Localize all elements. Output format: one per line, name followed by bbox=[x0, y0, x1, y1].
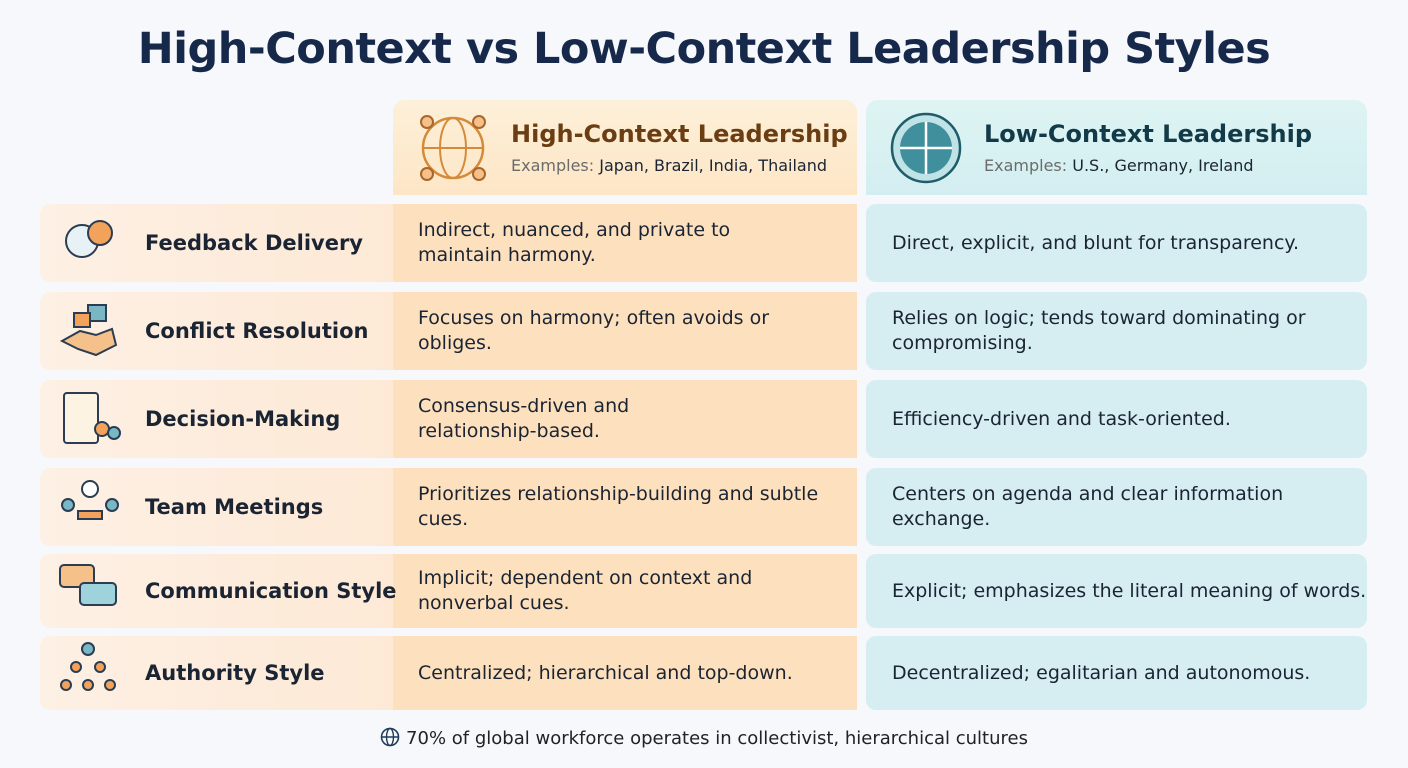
row-icon bbox=[56, 299, 122, 367]
low-text: Centers on agenda and clear information e… bbox=[892, 468, 1283, 546]
text-line: Centralized; hierarchical and top-down. bbox=[418, 661, 793, 684]
row-icon bbox=[56, 559, 122, 627]
icon bbox=[63, 392, 121, 444]
high-cell-bg bbox=[393, 204, 857, 282]
examples-label: Examples: bbox=[984, 156, 1068, 175]
footer-text: 70% of global workforce operates in coll… bbox=[406, 728, 1028, 749]
high-cell-bg bbox=[393, 380, 857, 458]
high-cell-bg bbox=[393, 292, 857, 370]
text-line: Indirect, nuanced, and private to bbox=[418, 219, 731, 241]
text-line: Explicit; emphasizes the literal meaning… bbox=[892, 579, 1367, 602]
table-row: Communication Style Implicit; dependent o… bbox=[40, 554, 1367, 628]
text-line: nonverbal cues. bbox=[418, 592, 570, 614]
column-title: Low-Context Leadership bbox=[984, 120, 1312, 148]
row-icon bbox=[56, 475, 122, 543]
icon bbox=[61, 480, 119, 520]
text-line: obliges. bbox=[418, 332, 492, 354]
table-row: Team Meetings Prioritizes relationship-bu… bbox=[40, 468, 1367, 546]
icon bbox=[65, 220, 113, 258]
high-text: Focuses on harmony; often avoids or oblig… bbox=[418, 292, 769, 370]
table-row: Conflict Resolution Focuses on harmony; o… bbox=[40, 292, 1367, 370]
row-label: Decision-Making bbox=[145, 406, 341, 431]
title: High-Context vs Low-Context Leadership S… bbox=[137, 24, 1271, 74]
text-line: compromising. bbox=[892, 332, 1033, 354]
text-line: Prioritizes relationship-building and su… bbox=[418, 483, 819, 505]
low-cell-bg bbox=[866, 292, 1367, 370]
text-line: Direct, explicit, and blunt for transpar… bbox=[892, 231, 1299, 254]
low-text: Direct, explicit, and blunt for transpar… bbox=[892, 204, 1299, 282]
globe-icon bbox=[890, 112, 962, 184]
text-line: Focuses on harmony; often avoids or bbox=[418, 307, 770, 329]
text-line: relationship-based. bbox=[418, 420, 600, 442]
high-text: Consensus-driven and relationship-based. bbox=[418, 380, 629, 458]
high-cell-bg bbox=[393, 468, 857, 546]
footer: 70% of global workforce operates in coll… bbox=[0, 727, 1408, 749]
row-label: Feedback Delivery bbox=[145, 230, 363, 255]
row-icon bbox=[56, 387, 122, 455]
high-text: Centralized; hierarchical and top-down. bbox=[418, 636, 793, 710]
globe-icon bbox=[420, 115, 486, 181]
label-cell-bg bbox=[40, 636, 393, 710]
low-text: Relies on logic; tends toward dominating… bbox=[892, 292, 1306, 370]
icon bbox=[59, 564, 117, 606]
column-title: High-Context Leadership bbox=[511, 120, 848, 148]
examples: U.S., Germany, Ireland bbox=[1072, 156, 1254, 175]
high-text: Prioritizes relationship-building and su… bbox=[418, 468, 818, 546]
globe-small-icon bbox=[380, 727, 400, 747]
low-text: Decentralized; egalitarian and autonomou… bbox=[892, 636, 1310, 710]
high-text: Indirect, nuanced, and private to maintai… bbox=[418, 204, 730, 282]
row-label: Team Meetings bbox=[145, 494, 324, 519]
row-icon bbox=[56, 641, 122, 709]
text-line: cues. bbox=[418, 508, 469, 530]
label-cell-bg bbox=[40, 468, 393, 546]
text-line: Relies on logic; tends toward dominating… bbox=[892, 307, 1306, 329]
low-cell-bg bbox=[866, 380, 1367, 458]
icon bbox=[59, 304, 118, 357]
text-line: Efficiency-driven and task-oriented. bbox=[892, 407, 1231, 430]
column-examples: Examples: U.S., Germany, Ireland bbox=[984, 156, 1254, 175]
text-line: maintain harmony. bbox=[418, 244, 596, 266]
low-cell-bg bbox=[866, 468, 1367, 546]
high-cell-bg bbox=[393, 554, 857, 628]
high-header: High-Context Leadership Examples: Japan,… bbox=[393, 100, 857, 195]
table-row: Feedback Delivery Indirect, nuanced, and … bbox=[40, 204, 1367, 282]
text-line: Centers on agenda and clear information bbox=[892, 483, 1284, 505]
row-label: Communication Style bbox=[145, 578, 397, 603]
high-cell-bg bbox=[393, 636, 857, 710]
low-text: Explicit; emphasizes the literal meaning… bbox=[892, 554, 1366, 628]
row-label: Authority Style bbox=[145, 660, 325, 685]
high-text: Implicit; dependent on context and nonver… bbox=[418, 554, 752, 628]
row-icon bbox=[56, 211, 122, 279]
row-label: Conflict Resolution bbox=[145, 318, 369, 343]
table-row: Decision-Making Consensus-driven and relat… bbox=[40, 380, 1367, 458]
low-cell-bg bbox=[866, 554, 1367, 628]
low-header: Low-Context Leadership Examples: U.S., G… bbox=[866, 100, 1367, 195]
icon bbox=[60, 642, 116, 691]
table-row: Authority Style Centralized; hierarchical… bbox=[40, 636, 1367, 710]
low-cell-bg bbox=[866, 204, 1367, 282]
low-text: Efficiency-driven and task-oriented. bbox=[892, 380, 1231, 458]
text-line: Implicit; dependent on context and bbox=[418, 567, 753, 589]
low-cell-bg bbox=[866, 636, 1367, 710]
examples-label: Examples: bbox=[511, 156, 595, 175]
examples: Japan, Brazil, India, Thailand bbox=[599, 156, 827, 175]
text-line: exchange. bbox=[892, 508, 991, 530]
text-line: Consensus-driven and bbox=[418, 395, 630, 417]
column-examples: Examples: Japan, Brazil, India, Thailand bbox=[511, 156, 827, 175]
text-line: Decentralized; egalitarian and autonomou… bbox=[892, 661, 1311, 684]
